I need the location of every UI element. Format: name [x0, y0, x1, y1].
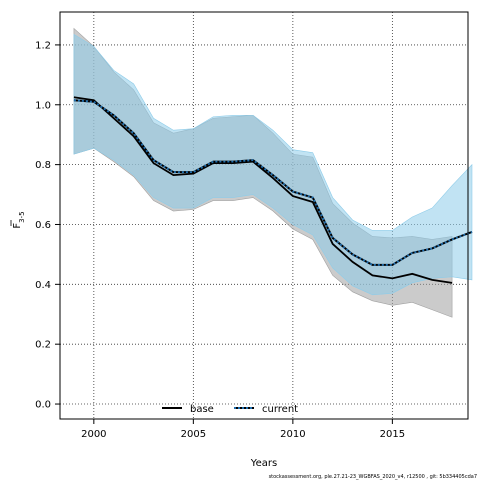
x-tick-label: 2005 [181, 429, 206, 440]
x-axis-label: Years [250, 458, 277, 469]
y-axis-label-subscript: 3-5 [18, 211, 26, 222]
y-tick-label: 1.2 [35, 40, 51, 51]
svg-text:F3-5: F3-5 [12, 211, 26, 228]
legend: base current [162, 404, 298, 415]
x-axis: 2000 2005 2010 2015 [81, 419, 405, 440]
confidence-bands [73, 27, 473, 318]
grid [60, 12, 468, 419]
y-tick-label: 0.2 [35, 340, 51, 351]
series-lines [73, 96, 473, 284]
y-tick-label: 0.6 [35, 220, 51, 231]
x-tick-label: 2010 [280, 429, 305, 440]
y-tick-label: 1.0 [35, 100, 51, 111]
band-current [73, 33, 473, 296]
footnote: stockassessment.org, ple.27.21-23_WGBFAS… [269, 474, 477, 480]
y-axis-label-main: F [12, 223, 23, 229]
plot-frame [59, 11, 469, 420]
x-tick-label: 2015 [380, 429, 405, 440]
line-current [73, 99, 473, 266]
y-tick-label: 0.4 [35, 280, 51, 291]
y-tick-label: 0.0 [35, 400, 51, 411]
line-base [73, 96, 453, 284]
y-axis-label: F3-5 [10, 211, 26, 229]
legend-label-base: base [190, 404, 214, 415]
y-tick-label: 0.8 [35, 160, 51, 171]
legend-label-current: current [262, 404, 298, 415]
x-tick-label: 2000 [81, 429, 106, 440]
y-axis: 0.0 0.2 0.4 0.6 0.8 1.0 1.2 [35, 40, 60, 411]
